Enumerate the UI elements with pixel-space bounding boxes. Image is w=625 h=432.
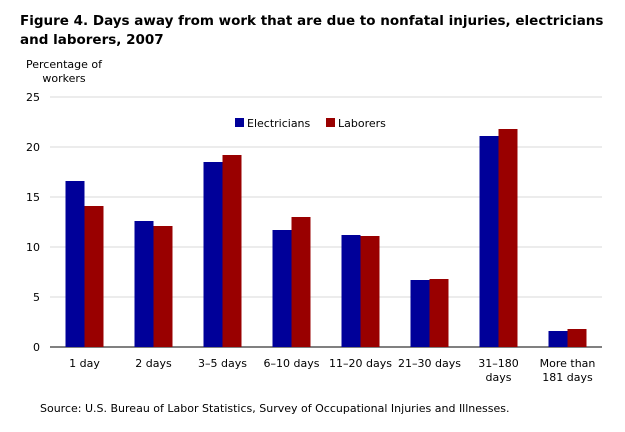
source-note: Source: U.S. Bureau of Labor Statistics,… — [40, 402, 510, 415]
x-tick-label-line: 181 days — [542, 371, 593, 384]
chart-title: Figure 4. Days away from work that are d… — [20, 13, 604, 48]
bar-electricians-2 — [134, 221, 154, 347]
x-tick-label-line: 1 day — [69, 357, 100, 370]
legend-swatch-laborers — [326, 118, 335, 127]
bar-laborers-7 — [498, 129, 518, 347]
bar-electricians-1 — [65, 181, 85, 347]
bar-electricians-6 — [410, 280, 430, 347]
x-tick-label: 11–20 days — [329, 357, 392, 370]
x-tick-label-line: 11–20 days — [329, 357, 392, 370]
bar-laborers-5 — [360, 236, 380, 347]
x-tick-label: 31–180 days — [478, 357, 519, 384]
x-tick-label-line: More than — [540, 357, 596, 370]
x-tick-label: 1 day — [69, 357, 100, 370]
x-tick-label-line: 2 days — [135, 357, 172, 370]
y-axis-unit-line-2: workers — [42, 72, 86, 85]
x-tick-label-line: 21–30 days — [398, 357, 461, 370]
x-tick-label: 2 days — [135, 357, 172, 370]
x-tick-label: 6–10 days — [264, 357, 320, 370]
y-axis-unit-line-1: Percentage of — [26, 58, 102, 71]
bar-laborers-6 — [429, 279, 449, 347]
legend-label-laborers: Laborers — [338, 117, 386, 130]
y-tick-label: 15 — [26, 191, 40, 204]
bar-electricians-8 — [548, 331, 568, 347]
x-tick-label-line: 3–5 days — [198, 357, 247, 370]
legend-swatch-electricians — [235, 118, 244, 127]
bar-electricians-4 — [272, 230, 292, 347]
x-tick-label: 21–30 days — [398, 357, 461, 370]
bar-laborers-2 — [153, 226, 173, 347]
y-tick-label: 10 — [26, 241, 40, 254]
bar-laborers-8 — [567, 329, 587, 347]
bar-laborers-4 — [291, 217, 311, 347]
x-tick-label-line: 31–180 — [478, 357, 519, 370]
legend-label-electricians: Electricians — [247, 117, 311, 130]
y-axis-unit-label: Percentage of workers — [14, 58, 114, 86]
bar-electricians-7 — [479, 136, 499, 347]
x-tick-label-line: 6–10 days — [264, 357, 320, 370]
x-tick-label: 3–5 days — [198, 357, 247, 370]
x-tick-label-line: days — [486, 371, 512, 384]
y-tick-label: 5 — [33, 291, 40, 304]
bar-laborers-3 — [222, 155, 242, 347]
bar-electricians-5 — [341, 235, 361, 347]
bar-electricians-3 — [203, 162, 223, 347]
y-tick-label: 0 — [33, 341, 40, 354]
x-tick-label: More than 181 days — [540, 357, 596, 384]
bar-laborers-1 — [84, 206, 104, 347]
y-tick-label: 20 — [26, 141, 40, 154]
y-tick-label: 25 — [26, 91, 40, 104]
